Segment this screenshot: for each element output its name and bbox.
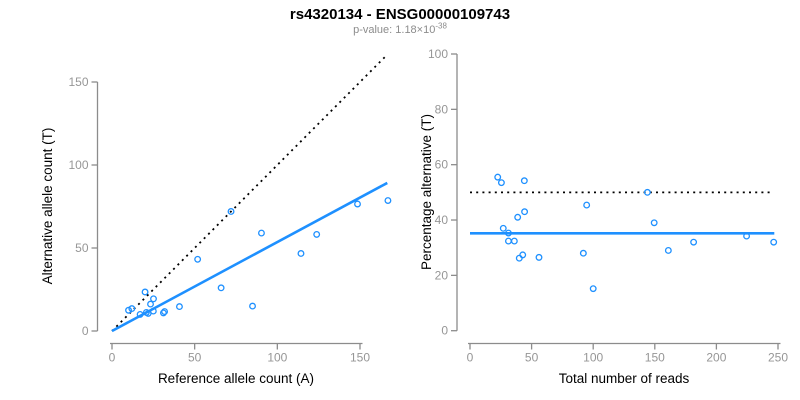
data-point [150,295,157,303]
y-axis-title: Percentage alternative (T) [419,114,434,270]
data-point [579,249,587,257]
data-point [583,201,591,209]
x-axis-title: Total number of reads [559,371,690,386]
y-tick-label: 0 [82,324,89,338]
regression-line [111,181,388,333]
data-point [384,197,392,204]
data-point [125,306,132,314]
y-axis-title: Alternative allele count (T) [40,128,55,285]
x-tick-label: 250 [768,351,788,365]
y-tick-label: 100 [68,158,88,172]
allele-counts-plot: 0 50 100 150 0 50 100 150 Reference allele count… [40,55,392,386]
y-tick-label: 100 [428,47,448,61]
figure-header: rs4320134 - ENSG00000109743 p-value: 1.1… [0,6,800,37]
data-point [161,308,169,316]
data-point [227,208,235,215]
data-point [354,200,361,208]
x-tick-label: 200 [706,351,726,365]
figure-subtitle: p-value: 1.18×10-38 [0,21,800,37]
data-point [743,232,751,240]
data-point [504,229,512,237]
data-point [690,238,698,246]
data-point [258,229,265,237]
y-tick-label: 50 [75,241,89,255]
data-point [147,300,154,308]
pvalue-exponent: -38 [435,21,447,31]
x-tick-label: 100 [583,351,603,365]
data-point [194,255,202,263]
data-point [313,230,321,238]
y-tick-label: 40 [435,213,449,227]
x-tick-label: 0 [467,351,474,365]
figure-title: rs4320134 - ENSG00000109743 [289,6,511,23]
data-point [515,254,523,262]
data-point [499,224,507,232]
x-tick-label: 100 [267,351,287,365]
identity-line [111,55,387,332]
y-tick-label: 60 [435,158,449,172]
y-tick-label: 80 [435,102,449,116]
y-tick-label: 150 [68,75,88,89]
data-point [249,302,256,310]
data-point [535,253,543,261]
y-tick-label: 20 [435,268,449,282]
data-point [510,237,518,245]
data-point [650,219,658,227]
percentage-alternative-plot: 0 20 40 60 80 100 0 50 100 150 200 250 Total number … [419,47,788,386]
data-point [141,288,149,296]
y-tick-label: 0 [441,324,448,338]
data-point [504,237,512,245]
data-point [494,173,502,181]
data-point [149,307,157,315]
data-point [297,250,305,257]
x-tick-label: 150 [350,351,370,365]
x-tick-label: 50 [188,351,202,365]
x-tick-label: 50 [525,351,539,365]
data-point [519,251,527,259]
data-point [514,213,522,221]
data-point [176,303,183,311]
x-tick-label: 0 [109,351,116,365]
data-point [589,285,597,293]
data-point [664,247,672,254]
data-point [521,208,529,216]
data-point [217,284,225,292]
data-point [770,238,778,246]
data-point [128,305,136,313]
x-axis-title: Reference allele count (A) [158,371,314,386]
data-point [136,310,144,318]
data-point [159,309,167,317]
data-point [520,177,528,185]
x-tick-label: 150 [645,351,665,365]
data-point [643,188,651,196]
data-point [497,179,505,187]
pvalue-text: p-value: 1.18×10 [353,24,436,36]
